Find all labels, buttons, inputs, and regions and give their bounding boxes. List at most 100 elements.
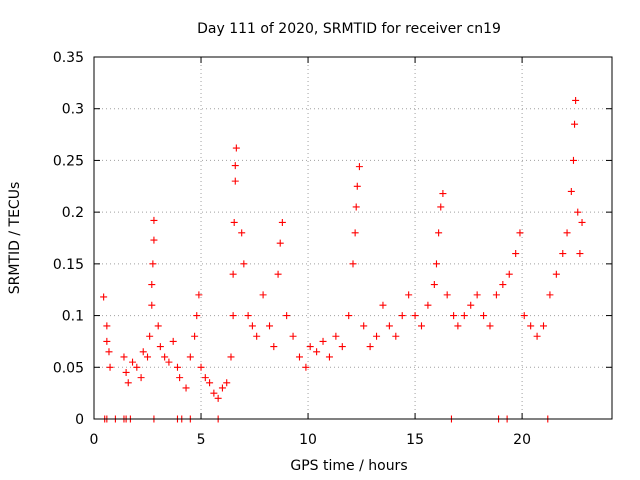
grid-lines [94,57,612,419]
data-point [218,384,226,392]
data-point [443,291,451,299]
y-axis-label: SRMTID / TECUs [7,182,23,295]
x-tick-label: 10 [299,432,317,448]
data-point [306,343,314,351]
data-point [283,312,291,320]
data-point [569,156,577,164]
data-point [266,322,274,330]
x-tick-label: 5 [197,432,206,448]
data-point [373,332,381,340]
data-point [278,218,286,226]
data-point [512,250,520,258]
plot-frame [93,56,613,420]
data-point [106,363,114,371]
data-point [398,312,406,320]
data-point [467,301,475,309]
data-point [353,182,361,190]
data-point [289,332,297,340]
data-point [574,208,582,216]
data-point [105,348,113,356]
data-point [270,343,278,351]
data-point [563,229,571,237]
data-point [139,348,147,356]
data-point [148,281,156,289]
data-point [432,260,440,268]
data-point [248,322,256,330]
data-point [473,291,481,299]
data-point [186,353,194,361]
data-point [144,353,152,361]
data-point [173,363,181,371]
data-point [366,343,374,351]
x-tick-label: 0 [90,432,99,448]
data-point [480,312,488,320]
data-point [103,337,111,345]
data-point [230,218,238,226]
data-point [352,203,360,211]
data-point [274,270,282,278]
data-point [191,332,199,340]
data-point [238,229,246,237]
data-point [146,332,154,340]
data-point [559,250,567,258]
data-point [240,260,248,268]
data-point [499,281,507,289]
data-point [193,312,201,320]
data-point [379,301,387,309]
data-point [571,120,579,128]
y-tick-label: 0.1 [62,309,84,325]
data-point [424,301,432,309]
data-point [129,358,137,366]
y-tick-label: 0.35 [53,50,84,66]
data-point [244,312,252,320]
data-point [439,190,447,198]
x-axis-label: GPS time / hours [290,458,407,474]
data-point [154,322,162,330]
data-point [576,250,584,258]
data-point [486,322,494,330]
data-point [313,348,321,356]
data-point [176,374,184,382]
data-point [201,374,209,382]
data-point [430,281,438,289]
data-point [182,384,190,392]
data-point [165,358,173,366]
y-tick-label: 0 [75,412,84,428]
data-point [540,322,548,330]
data-point [405,291,413,299]
y-tick-label: 0.2 [62,205,84,221]
data-point [232,144,240,152]
data-point [120,353,128,361]
data-point [227,353,235,361]
data-point [533,332,541,340]
data-point [197,363,205,371]
data-point [214,394,222,402]
data-point [319,337,327,345]
y-tick-label: 0.05 [53,360,84,376]
data-point [567,187,575,195]
data-points [100,96,586,423]
data-point [450,312,458,320]
data-point [505,270,513,278]
data-point [435,229,443,237]
data-point [349,260,357,268]
data-point [133,363,141,371]
chart-title: Day 111 of 2020, SRMTID for receiver cn1… [197,21,501,37]
data-point [206,379,214,387]
data-point [332,332,340,340]
y-axis: 0 0.05 0.1 0.15 0.2 0.25 0.3 0.35 [53,50,612,428]
data-point [572,96,580,104]
data-point [229,270,237,278]
data-point [124,379,132,387]
y-tick-label: 0.3 [62,102,84,118]
data-point [392,332,400,340]
data-point [454,322,462,330]
data-point [527,322,535,330]
data-point [103,322,111,330]
data-point [229,312,237,320]
data-point [302,363,310,371]
y-tick-label: 0.15 [53,257,84,273]
data-point [355,163,363,171]
x-axis: 0 5 10 15 20 [90,57,531,448]
